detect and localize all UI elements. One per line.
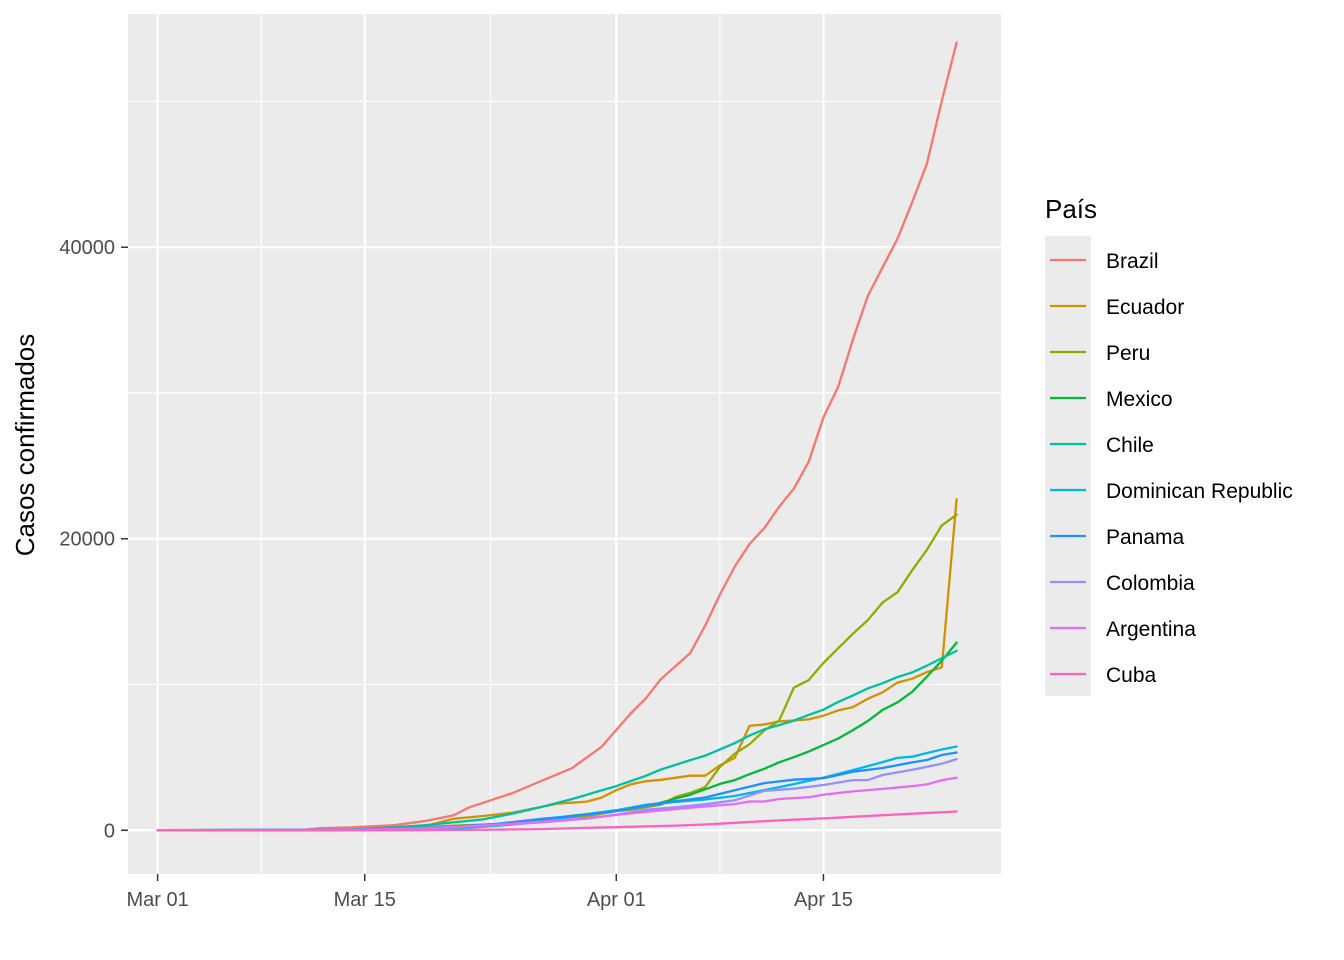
- y-tick-label: 20000: [59, 529, 115, 551]
- series-line-argentina: [156, 776, 958, 832]
- series-line-chile: [156, 649, 958, 832]
- y-axis: 0 20000 40000: [59, 237, 128, 842]
- legend-label: Panama: [1106, 526, 1185, 549]
- legend-label: Argentina: [1106, 618, 1196, 641]
- legend-label: Cuba: [1106, 664, 1157, 687]
- plot-panel: [128, 14, 1001, 874]
- legend-label: Brazil: [1106, 250, 1159, 273]
- legend-key-background: [1045, 236, 1091, 696]
- legend-label: Mexico: [1106, 388, 1173, 411]
- x-tick-label: Mar 01: [126, 889, 188, 911]
- legend-label: Ecuador: [1106, 296, 1184, 319]
- legend-label: Peru: [1106, 342, 1150, 365]
- legend-label: Dominican Republic: [1106, 480, 1293, 503]
- series-line-brazil: [156, 41, 958, 832]
- legend: País Brazil Ecuador Peru Mexico Chile Dominic…: [1045, 194, 1293, 696]
- legend-label: Colombia: [1106, 572, 1195, 595]
- legend-label: Chile: [1106, 434, 1154, 457]
- series-line-cuba: [156, 810, 958, 832]
- series-line-ecuador: [156, 497, 958, 832]
- y-tick-label: 0: [104, 820, 115, 842]
- x-axis: Mar 01 Mar 15 Apr 01 Apr 15: [126, 874, 853, 911]
- legend-items: Brazil Ecuador Peru Mexico Chile Dominican Re…: [1050, 250, 1293, 687]
- x-tick-label: Apr 15: [794, 889, 853, 911]
- x-tick-label: Apr 01: [587, 889, 646, 911]
- legend-title: País: [1045, 194, 1097, 224]
- series-lines: [156, 41, 958, 832]
- y-tick-label: 40000: [59, 237, 115, 259]
- minor-gridlines: [128, 14, 1001, 874]
- x-tick-label: Mar 15: [334, 889, 396, 911]
- y-axis-title: Casos confirmados: [10, 334, 40, 557]
